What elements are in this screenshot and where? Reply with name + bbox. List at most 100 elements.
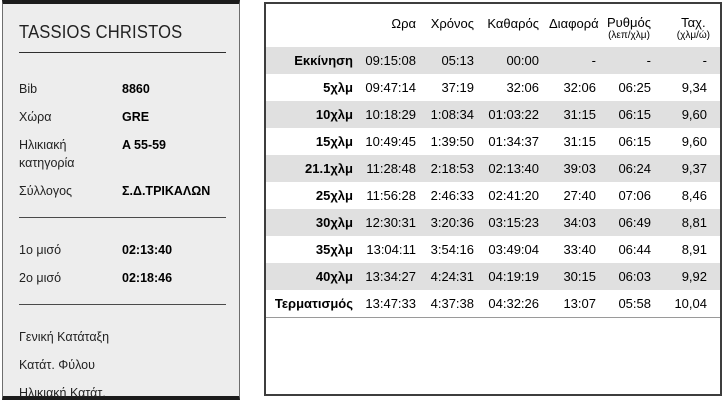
split-label: 30χλμ (315, 215, 353, 230)
athlete-panel: TASSIOS CHRISTOS Bib 8860 Χώρα GRE Ηλικι… (2, 0, 240, 400)
column-header: Καθαρός (484, 4, 549, 47)
cell-time-of-day: 09:15:08 (365, 53, 416, 68)
column-header-main: Χρόνος (430, 16, 474, 31)
cell-gun-time: 37:19 (441, 80, 474, 95)
cell-pace: 07:06 (618, 188, 651, 203)
half-split-row: 1ο μισό 02:13:40 (19, 241, 226, 259)
cell-net-time: 32:06 (506, 80, 539, 95)
split-label: 15χλμ (315, 134, 353, 149)
ranking-row: Κατάτ. Φύλου (19, 356, 226, 374)
cell-difference: 13:07 (549, 290, 606, 318)
cell-difference: 32:06 (563, 80, 596, 95)
info-row: Χώρα GRE (19, 108, 226, 126)
split-label: 21.1χλμ (305, 161, 353, 176)
info-row: Bib 8860 (19, 80, 226, 98)
cell-pace: 06:44 (618, 242, 651, 257)
column-header: Χρόνος (426, 4, 484, 47)
cell-gun-time: 3:20:36 (430, 215, 474, 230)
corner-cell (266, 4, 362, 47)
section-divider (19, 304, 226, 305)
ranking-label: Ηλικιακή Κατάτ. (19, 386, 106, 400)
info-row: Σύλλογος Σ.Δ.ΤΡΙΚΑΛΩΝ (19, 182, 226, 200)
ranking-label: Κατάτ. Φύλου (19, 358, 95, 372)
table-row: 5χλμ 09:47:14 37:19 32:06 32:06 06:25 9,… (266, 74, 720, 101)
cell-pace: 06:24 (618, 161, 651, 176)
column-header-main: Ωρα (391, 16, 416, 31)
column-header-sub: (χλμ/ώ) (676, 30, 710, 41)
split-label: 25χλμ (315, 188, 353, 203)
split-label: 5χλμ (323, 80, 353, 95)
column-header: Ταχ. (χλμ/ώ) (661, 4, 720, 47)
table-row: 35χλμ 13:04:11 3:54:16 03:49:04 33:40 06… (266, 236, 720, 263)
cell-difference: 31:15 (563, 107, 596, 122)
cell-speed: 8,91 (681, 242, 707, 257)
split-label: 40χλμ (315, 269, 353, 284)
half-split-label: 2ο μισό (19, 271, 62, 285)
table-row: 21.1χλμ 11:28:48 2:18:53 02:13:40 39:03 … (266, 155, 720, 182)
cell-pace: 05:58 (606, 290, 661, 318)
cell-time-of-day: 13:34:27 (365, 269, 416, 284)
cell-gun-time: 2:18:53 (430, 161, 474, 176)
table-row: 30χλμ 12:30:31 3:20:36 03:15:23 34:03 06… (266, 209, 720, 236)
half-split-value: 02:13:40 (122, 243, 173, 257)
column-header-main: Διαφορά (549, 16, 599, 31)
rankings-list: Γενική Κατάταξη Κατάτ. Φύλου Ηλικιακή Κα… (19, 328, 226, 401)
table-row: 25χλμ 11:56:28 2:46:33 02:41:20 27:40 07… (266, 182, 720, 209)
cell-difference: 30:15 (563, 269, 596, 284)
cell-time-of-day: 11:56:28 (366, 188, 416, 203)
cell-pace: 06:25 (618, 80, 651, 95)
cell-gun-time: 05:13 (441, 53, 474, 68)
cell-difference: 31:15 (563, 134, 596, 149)
info-value: A 55-59 (122, 138, 167, 152)
half-split-value: 02:18:46 (122, 271, 173, 285)
cell-speed: 9,34 (681, 80, 707, 95)
column-header-main: Ρυθμός (607, 15, 651, 30)
info-row: Ηλικιακή κατηγορία A 55-59 (19, 136, 226, 172)
cell-gun-time: 4:37:38 (426, 290, 484, 318)
column-header-sub: (λεπ/χλμ) (608, 30, 650, 41)
header-row: Ωρα Χρόνος Καθαρός (266, 4, 720, 47)
split-label: 35χλμ (315, 242, 353, 257)
splits-panel: Ωρα Χρόνος Καθαρός (264, 2, 722, 396)
cell-net-time: 04:32:26 (484, 290, 549, 318)
cell-difference: 39:03 (563, 161, 596, 176)
cell-gun-time: 2:46:33 (430, 188, 474, 203)
info-label: Ηλικιακή κατηγορία (19, 138, 75, 170)
info-value: Σ.Δ.ΤΡΙΚΑΛΩΝ (122, 184, 211, 198)
cell-difference: - (591, 53, 596, 68)
cell-time-of-day: 13:47:33 (362, 290, 426, 318)
cell-speed: 9,60 (681, 107, 707, 122)
cell-speed: 9,37 (681, 161, 707, 176)
half-splits-list: 1ο μισό 02:13:40 2ο μισό 02:18:46 (19, 241, 226, 287)
cell-time-of-day: 13:04:11 (366, 242, 416, 257)
splits-table: Ωρα Χρόνος Καθαρός (266, 4, 720, 318)
cell-net-time: 02:13:40 (488, 161, 539, 176)
ranking-row: Γενική Κατάταξη (19, 328, 226, 346)
column-header: Διαφορά (549, 4, 606, 47)
column-header-main: Καθαρός (487, 16, 539, 31)
cell-speed: 10,04 (661, 290, 720, 318)
ranking-label: Γενική Κατάταξη (19, 330, 110, 344)
split-label: Εκκίνηση (294, 53, 353, 68)
column-header: Ωρα (362, 4, 426, 47)
cell-pace: - (646, 53, 651, 68)
section-divider (19, 217, 226, 218)
column-header-main: Ταχ. (681, 15, 706, 30)
cell-difference: 33:40 (563, 242, 596, 257)
table-row: 40χλμ 13:34:27 4:24:31 04:19:19 30:15 06… (266, 263, 720, 290)
half-split-label: 1ο μισό (19, 243, 62, 257)
cell-time-of-day: 09:47:14 (365, 80, 416, 95)
cell-speed: - (702, 53, 707, 68)
cell-speed: 9,92 (681, 269, 707, 284)
cell-gun-time: 1:39:50 (430, 134, 474, 149)
athlete-name: TASSIOS CHRISTOS (19, 22, 183, 42)
cell-gun-time: 3:54:16 (430, 242, 474, 257)
cell-time-of-day: 12:30:31 (365, 215, 416, 230)
column-header: Ρυθμός (λεπ/χλμ) (606, 4, 661, 47)
cell-speed: 9,60 (681, 134, 707, 149)
table-row: 15χλμ 10:49:45 1:39:50 01:34:37 31:15 06… (266, 128, 720, 155)
cell-pace: 06:15 (618, 134, 651, 149)
cell-difference: 27:40 (563, 188, 596, 203)
cell-net-time: 01:34:37 (488, 134, 539, 149)
